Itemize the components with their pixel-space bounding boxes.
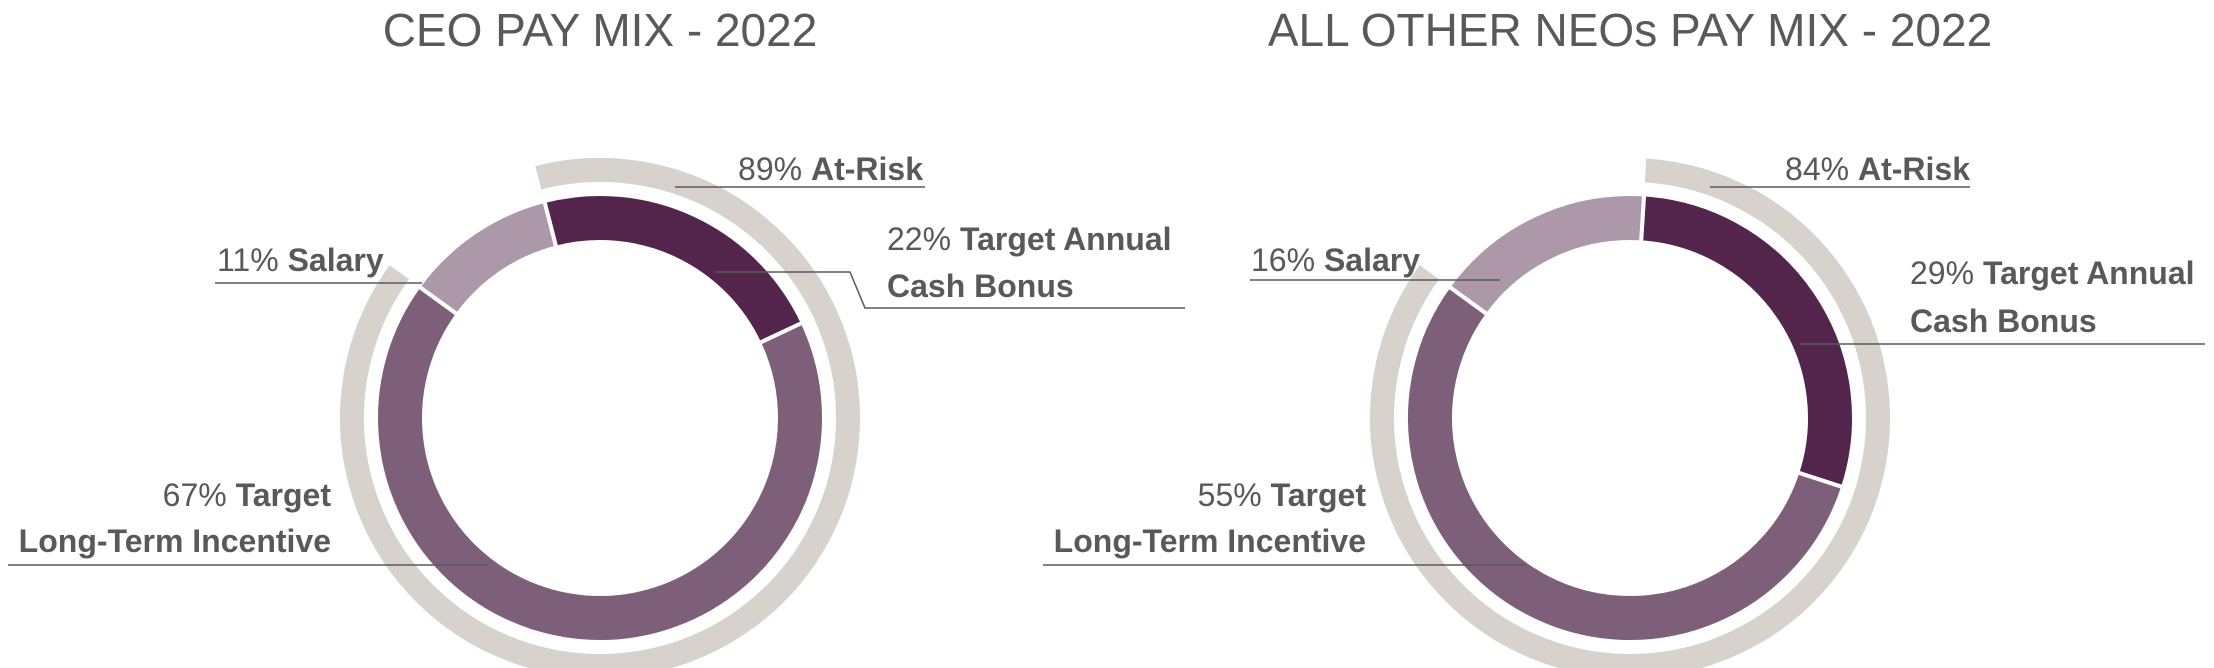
bonus-label-line1: 29% Target Annual	[1910, 255, 2195, 291]
lti-label-line2: Long-Term Incentive	[1054, 523, 1366, 559]
salary-slice	[1445, 192, 1647, 318]
chart-title: ALL OTHER NEOs PAY MIX - 2022	[1268, 4, 1992, 56]
at-risk-arc	[1370, 158, 1890, 668]
chart-title: CEO PAY MIX - 2022	[383, 4, 818, 56]
salary-label: 16% Salary	[1251, 242, 1420, 278]
lti-label-line2: Long-Term Incentive	[19, 523, 331, 559]
bonus-label-line2: Cash Bonus	[887, 268, 1074, 304]
at-risk-label: 84% At-Risk	[1785, 151, 1970, 187]
bonus-leader-line	[715, 271, 1185, 309]
at-risk-ring	[340, 158, 860, 668]
at-risk-arc	[340, 158, 860, 668]
bonus-label-line1: 22% Target Annual	[887, 221, 1172, 257]
at-risk-ring	[1370, 158, 1890, 668]
ceo-pay-mix-chart: CEO PAY MIX - 2022 89% At-Risk 22% Targe…	[8, 4, 1185, 668]
lti-label-line1: 67% Target	[163, 477, 332, 513]
leader-lines	[8, 186, 1185, 566]
salary-slice	[415, 198, 559, 318]
donut-slices	[1404, 192, 1856, 644]
leader-lines	[1043, 186, 2205, 566]
lti-slice	[374, 283, 826, 644]
donut-slices	[374, 192, 826, 644]
bonus-slice	[1638, 192, 1856, 490]
lti-slice	[1404, 283, 1846, 644]
bonus-label-line2: Cash Bonus	[1910, 303, 2097, 339]
salary-label: 11% Salary	[217, 242, 384, 278]
lti-label-line1: 55% Target	[1198, 477, 1367, 513]
neo-pay-mix-chart: ALL OTHER NEOs PAY MIX - 2022 84% At-Ris…	[1043, 4, 2205, 668]
at-risk-label: 89% At-Risk	[738, 151, 923, 187]
